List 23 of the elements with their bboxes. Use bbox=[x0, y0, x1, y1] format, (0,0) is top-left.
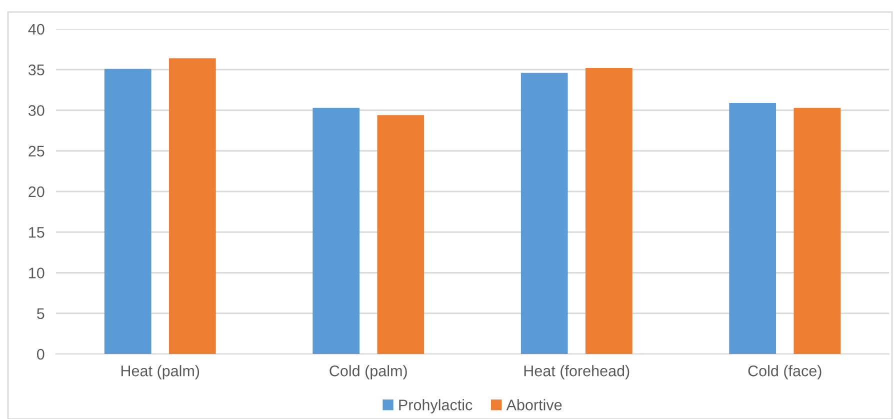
bar bbox=[729, 102, 776, 354]
y-tick-label: 15 bbox=[29, 227, 44, 238]
x-tick-label: Heat (forehead) bbox=[524, 365, 630, 380]
legend-label: Abortive bbox=[506, 399, 562, 410]
x-tick-label: Cold (palm) bbox=[330, 365, 407, 380]
y-tick-label: 30 bbox=[28, 105, 44, 116]
bar bbox=[377, 115, 424, 354]
bar bbox=[585, 68, 632, 354]
y-tick-label: 40 bbox=[28, 24, 44, 35]
y-tick-label: 20 bbox=[28, 186, 44, 198]
y-tick-label: 35 bbox=[28, 64, 44, 76]
y-tick-label: 25 bbox=[28, 146, 44, 157]
y-tick-label: 0 bbox=[36, 348, 44, 360]
legend-label: Prohylactic bbox=[399, 399, 472, 414]
x-tick-label: Cold (face) bbox=[748, 365, 822, 380]
y-tick-label: 5 bbox=[37, 308, 44, 320]
y-tick-label: 10 bbox=[29, 268, 44, 278]
bar bbox=[104, 68, 152, 354]
bar bbox=[312, 108, 360, 354]
bar bbox=[168, 58, 216, 354]
x-tick-label: Heat (palm) bbox=[121, 365, 200, 380]
bar bbox=[794, 108, 841, 354]
bar bbox=[520, 72, 568, 354]
